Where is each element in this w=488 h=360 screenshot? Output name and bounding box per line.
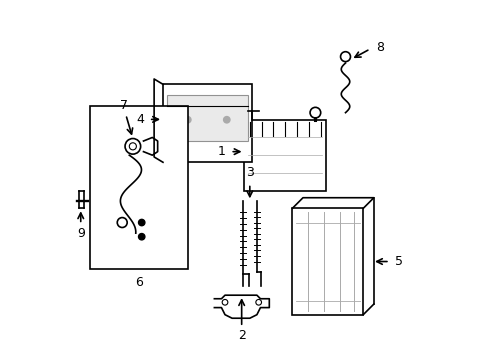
Bar (292, 208, 363, 315)
Bar (244, 120, 325, 191)
Text: 6: 6 (135, 276, 142, 289)
Text: 3: 3 (245, 166, 253, 179)
Circle shape (138, 234, 144, 240)
Circle shape (138, 219, 144, 226)
Bar (166, 95, 247, 141)
Text: 2: 2 (237, 329, 245, 342)
Bar (163, 84, 251, 162)
Text: 8: 8 (375, 41, 383, 54)
Bar (90, 105, 187, 269)
Circle shape (223, 117, 229, 123)
Text: 1: 1 (217, 145, 225, 158)
Text: 7: 7 (120, 99, 128, 112)
Polygon shape (214, 295, 269, 318)
Circle shape (184, 117, 191, 123)
Text: 9: 9 (77, 227, 84, 240)
Text: 5: 5 (394, 255, 402, 268)
Text: 4: 4 (136, 113, 143, 126)
